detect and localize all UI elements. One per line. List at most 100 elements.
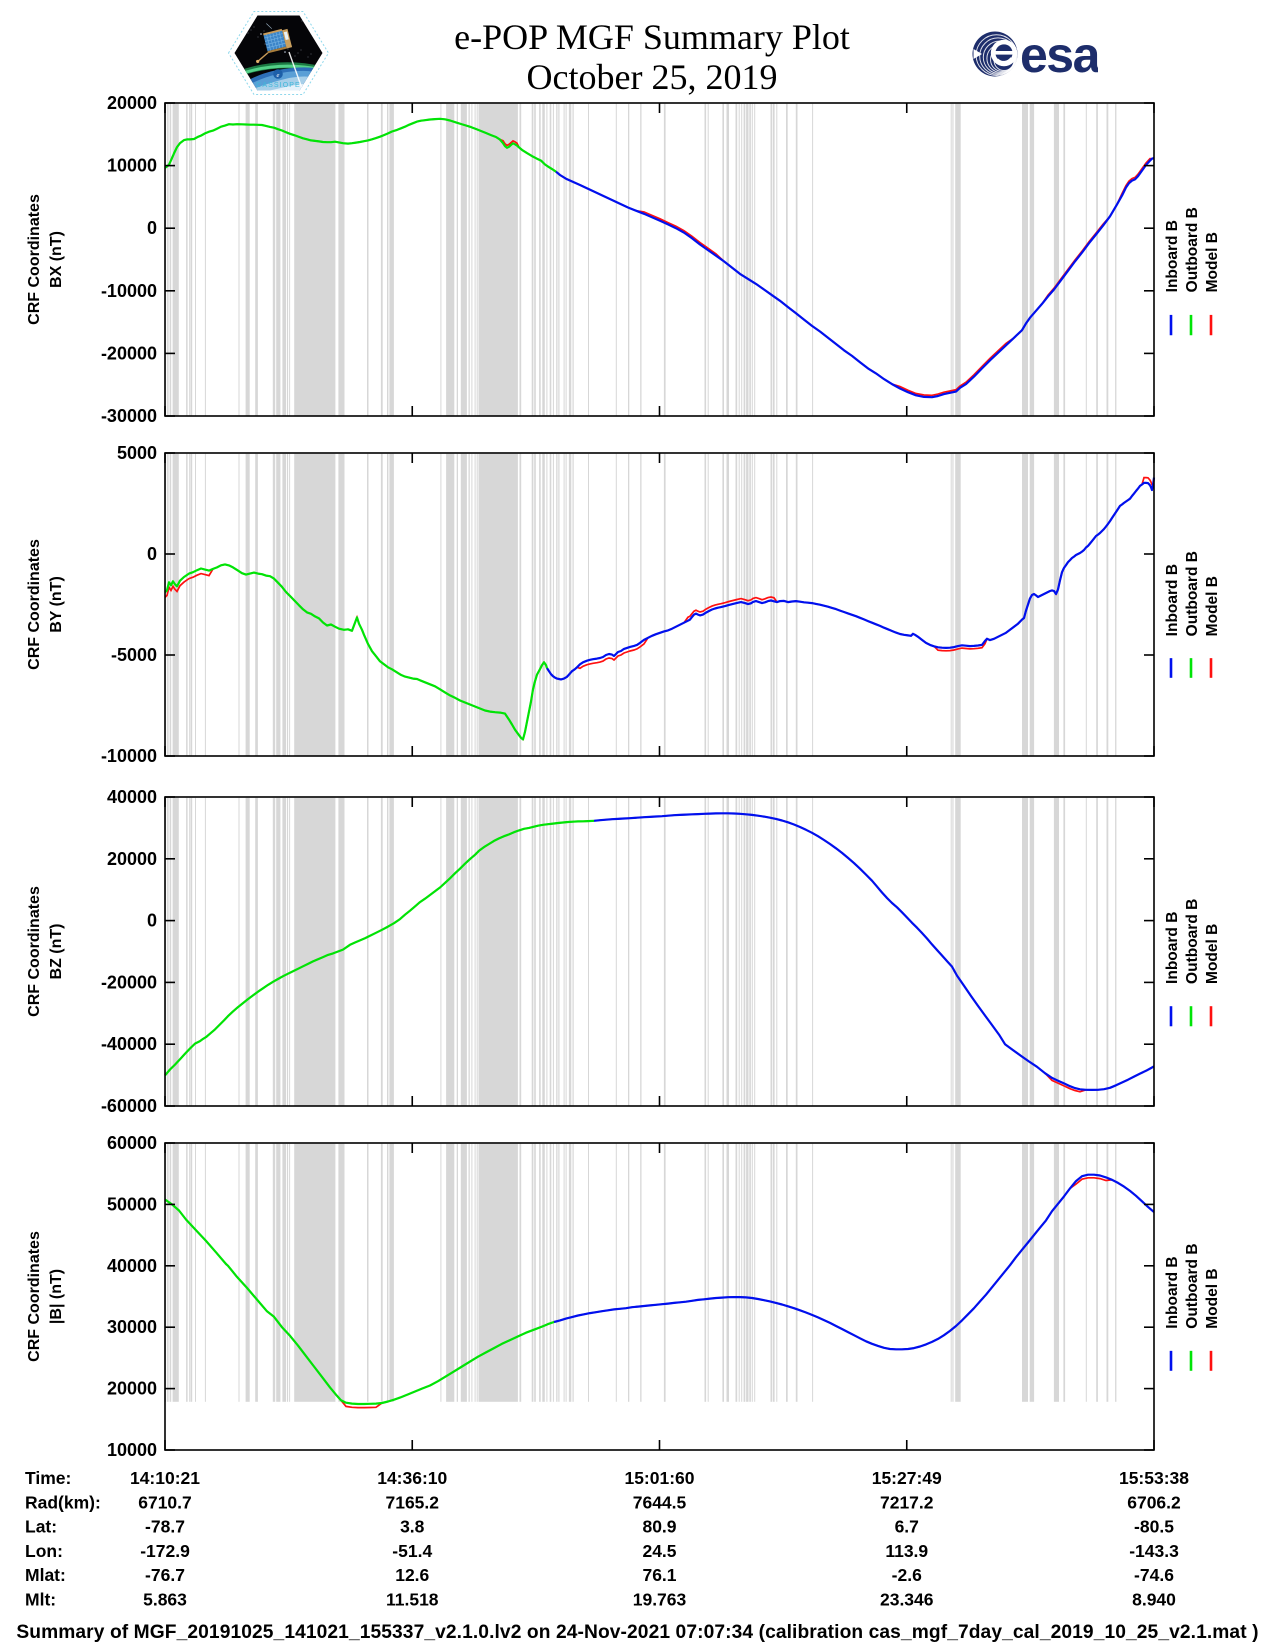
gap-band	[556, 797, 558, 1106]
gap-band	[1053, 797, 1059, 1106]
gap-band	[338, 453, 345, 756]
gap-band	[286, 103, 289, 417]
gap-band	[950, 1143, 952, 1402]
gap-band	[282, 453, 286, 756]
gap-band	[735, 453, 738, 756]
gap-band	[471, 453, 473, 756]
gap-band	[546, 797, 548, 1106]
gap-band	[749, 103, 751, 417]
gap-band	[191, 103, 193, 417]
gap-band	[440, 453, 442, 756]
patch-art-shape	[250, 29, 252, 31]
patch-art-shape	[257, 36, 259, 38]
gap-band	[282, 797, 286, 1106]
gap-band	[588, 453, 589, 756]
y-tick-label: 60000	[107, 1133, 157, 1153]
page-title: e-POP MGF Summary Plot	[454, 17, 850, 57]
gap-band	[1085, 103, 1087, 417]
gap-band	[552, 103, 554, 417]
gap-band	[738, 797, 740, 1106]
y-tick-label: 10000	[107, 1440, 157, 1460]
gap-band	[286, 797, 289, 1106]
gap-band	[628, 453, 630, 756]
gap-band	[704, 797, 707, 1106]
gap-band	[456, 453, 458, 756]
gap-band	[738, 453, 740, 756]
x-axis-annotation-table: Time: 14:10:21 14:36:10 15:01:60 15:27:49 15:…	[25, 1468, 1189, 1610]
y-tick-label: 50000	[107, 1194, 157, 1214]
patch-satellite-shape	[275, 31, 281, 49]
table-cell: 5.863	[143, 1590, 187, 1610]
gap-band	[552, 453, 554, 756]
patch-satellite-shape	[272, 32, 278, 49]
gap-band	[751, 797, 753, 1106]
inboard-b-curve	[553, 1173, 1155, 1351]
gap-band	[950, 453, 952, 756]
gap-band	[338, 797, 345, 1106]
gap-band	[195, 1143, 196, 1402]
patch-satellite-shape	[283, 31, 289, 41]
gap-band	[746, 1143, 749, 1402]
patch-art-shape	[247, 32, 249, 34]
gap-band	[722, 1143, 724, 1402]
gap-band	[640, 1143, 642, 1402]
gap-band	[191, 453, 193, 756]
tick-marks	[164, 102, 1155, 417]
gap-band	[478, 797, 518, 1106]
y-axis-label-component: BZ (nT)	[48, 924, 65, 980]
table-cell: -76.7	[145, 1565, 185, 1585]
gap-band	[1029, 1143, 1035, 1402]
gap-band	[565, 1143, 567, 1402]
gap-band	[743, 1143, 746, 1402]
gap-band	[952, 1143, 954, 1402]
gap-band	[460, 453, 467, 756]
gap-band	[786, 103, 788, 417]
gap-band	[456, 797, 458, 1106]
gap-band	[735, 797, 738, 1106]
gap-band	[276, 453, 281, 756]
legend-label-model: Model B	[1204, 924, 1221, 984]
gap-band	[338, 1143, 345, 1402]
gap-band	[478, 1143, 518, 1402]
outboard-b-curve	[164, 117, 557, 173]
tick-marks	[164, 1142, 1155, 1451]
gap-band	[204, 1143, 206, 1402]
gap-band	[245, 797, 250, 1106]
gap-band	[468, 103, 470, 417]
gap-band	[812, 453, 814, 756]
legend-label-outboard: Outboard B	[1184, 1243, 1201, 1328]
y-tick-label: -20000	[101, 343, 157, 363]
gap-band	[776, 453, 778, 756]
table-cell: -80.5	[1134, 1517, 1174, 1537]
gap-band	[773, 1143, 775, 1402]
gap-band	[1063, 453, 1066, 756]
gap-band	[552, 797, 554, 1106]
gap-band	[588, 797, 589, 1106]
gap-band	[565, 453, 567, 756]
gap-band	[812, 797, 814, 1106]
gap-band	[746, 797, 749, 1106]
gap-band	[751, 103, 753, 417]
legend: Inboard B Outboard B Model B	[1164, 1243, 1221, 1371]
gap-band	[1106, 103, 1109, 417]
gap-band	[663, 453, 666, 756]
gap-band	[563, 1143, 565, 1402]
gap-band	[468, 453, 470, 756]
gap-band	[726, 1143, 729, 1402]
gap-band	[380, 1143, 383, 1402]
gap-band	[754, 797, 756, 1106]
gap-band	[546, 453, 548, 756]
gap-band	[476, 1143, 478, 1402]
gap-band	[565, 797, 567, 1106]
gap-band	[1096, 1143, 1098, 1402]
gap-band	[539, 797, 541, 1106]
gap-band	[539, 103, 541, 417]
gap-band	[276, 797, 281, 1106]
gap-band	[471, 1143, 473, 1402]
gap-band	[289, 1143, 291, 1402]
gap-band	[460, 103, 467, 417]
gap-band	[169, 103, 172, 417]
gap-band	[282, 1143, 286, 1402]
gap-band	[338, 103, 345, 417]
